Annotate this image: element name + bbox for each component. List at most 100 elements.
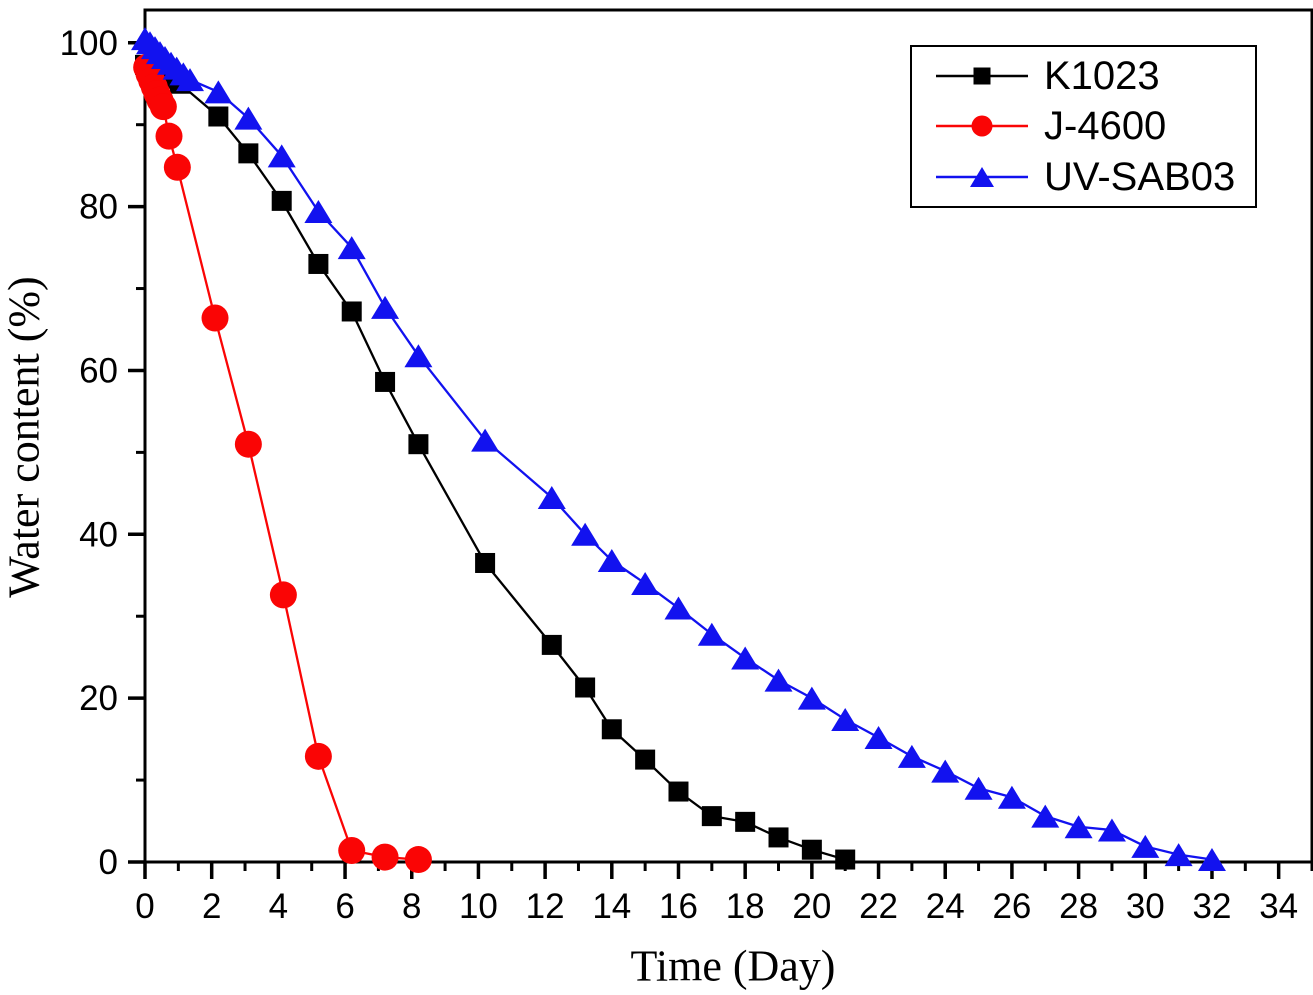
x-tick-label: 32 xyxy=(1193,887,1232,926)
square-marker-icon xyxy=(701,806,722,827)
legend-square-marker-icon xyxy=(936,67,1028,85)
y-tick-label: 20 xyxy=(79,679,118,718)
triangle-marker-icon xyxy=(304,200,333,224)
triangle-marker-icon xyxy=(471,428,500,452)
triangle-marker-icon xyxy=(970,166,994,187)
square-marker-icon xyxy=(635,749,656,770)
square-marker-icon xyxy=(973,67,991,85)
circle-marker-icon xyxy=(234,430,262,458)
square-marker-icon xyxy=(238,143,259,164)
y-tick-label: 80 xyxy=(79,188,118,227)
circle-marker-icon xyxy=(971,115,993,137)
circle-marker-icon xyxy=(304,742,332,770)
triangle-marker-icon xyxy=(1164,843,1193,867)
y-axis-title: Water content (%) xyxy=(0,276,49,598)
legend: K1023 J-4600 UV-SAB03 xyxy=(910,45,1257,208)
triangle-marker-icon xyxy=(234,106,263,130)
circle-marker-icon xyxy=(201,304,229,332)
legend-triangle-marker-icon xyxy=(936,166,1028,187)
x-tick-label: 28 xyxy=(1059,887,1098,926)
triangle-marker-icon xyxy=(1031,804,1060,828)
series-k1023 xyxy=(135,54,856,870)
x-tick-label: 10 xyxy=(459,887,498,926)
x-tick-label: 2 xyxy=(202,887,221,926)
triangle-marker-icon xyxy=(537,485,566,509)
series-line xyxy=(144,63,846,861)
legend-label-uvsab03: UV-SAB03 xyxy=(1044,154,1236,199)
square-marker-icon xyxy=(575,677,596,698)
triangle-marker-icon xyxy=(404,344,433,368)
triangle-marker-icon xyxy=(1131,834,1160,858)
x-tick-label: 34 xyxy=(1259,887,1298,926)
triangle-marker-icon xyxy=(337,236,366,260)
triangle-marker-icon xyxy=(697,622,726,646)
triangle-marker-icon xyxy=(864,725,893,749)
x-tick-label: 18 xyxy=(726,887,765,926)
x-tick-label: 16 xyxy=(659,887,698,926)
x-tick-label: 0 xyxy=(135,887,154,926)
triangle-marker-icon xyxy=(1064,815,1093,839)
x-tick-label: 4 xyxy=(269,887,288,926)
square-marker-icon xyxy=(408,434,429,455)
plot-frame xyxy=(143,8,1313,864)
triangle-marker-icon xyxy=(931,759,960,783)
square-marker-icon xyxy=(271,190,292,211)
x-tick-label: 6 xyxy=(335,887,354,926)
triangle-marker-icon xyxy=(731,646,760,670)
circle-marker-icon xyxy=(155,122,183,150)
square-marker-icon xyxy=(308,253,329,274)
square-marker-icon xyxy=(768,827,789,848)
triangle-marker-icon xyxy=(176,68,205,92)
triangle-marker-icon xyxy=(267,144,296,168)
series-line xyxy=(145,66,419,861)
square-marker-icon xyxy=(801,839,822,860)
triangle-marker-icon xyxy=(204,80,233,104)
triangle-marker-icon xyxy=(631,571,660,595)
circle-marker-icon xyxy=(149,93,177,121)
x-tick-label: 22 xyxy=(859,887,898,926)
triangle-marker-icon xyxy=(1197,848,1226,872)
y-tick-label: 0 xyxy=(99,843,118,882)
triangle-marker-icon xyxy=(371,295,400,319)
square-marker-icon xyxy=(601,719,622,740)
x-tick-label: 24 xyxy=(926,887,965,926)
series-uvsab03 xyxy=(131,27,1226,872)
triangle-marker-icon xyxy=(571,522,600,546)
triangle-marker-icon xyxy=(664,596,693,620)
square-marker-icon xyxy=(208,106,229,127)
triangle-marker-icon xyxy=(797,686,826,710)
square-marker-icon xyxy=(735,811,756,832)
x-tick-label: 30 xyxy=(1126,887,1165,926)
legend-item-uvsab03: UV-SAB03 xyxy=(934,154,1255,200)
triangle-marker-icon xyxy=(997,785,1026,809)
x-tick-label: 26 xyxy=(992,887,1031,926)
square-marker-icon xyxy=(668,781,689,802)
triangle-marker-icon xyxy=(764,668,793,692)
y-tick-label: 40 xyxy=(79,515,118,554)
square-marker-icon xyxy=(375,371,396,392)
square-marker-icon xyxy=(835,849,856,870)
x-tick-label: 12 xyxy=(526,887,565,926)
x-tick-label: 14 xyxy=(592,887,631,926)
circle-marker-icon xyxy=(269,581,297,609)
x-axis-title: Time (Day) xyxy=(630,941,836,991)
circle-marker-icon xyxy=(163,153,191,181)
legend-label-k1023: K1023 xyxy=(1044,54,1160,99)
legend-item-j4600: J-4600 xyxy=(934,103,1255,149)
legend-item-k1023: K1023 xyxy=(934,53,1255,99)
legend-circle-marker-icon xyxy=(936,115,1028,137)
square-marker-icon xyxy=(341,301,362,322)
y-tick-label: 60 xyxy=(79,351,118,390)
legend-label-j4600: J-4600 xyxy=(1044,104,1167,149)
circle-marker-icon xyxy=(404,846,432,874)
square-marker-icon xyxy=(475,552,496,573)
triangle-marker-icon xyxy=(964,776,993,800)
triangle-marker-icon xyxy=(897,744,926,768)
circle-marker-icon xyxy=(338,837,366,865)
x-tick-label: 8 xyxy=(402,887,421,926)
axes: 0 2 4 6 8 10 12 14 16 18 20 22 24 26 28 30 32 34020406080… xyxy=(60,24,1313,926)
series-j4600 xyxy=(133,53,432,874)
x-tick-label: 20 xyxy=(792,887,831,926)
